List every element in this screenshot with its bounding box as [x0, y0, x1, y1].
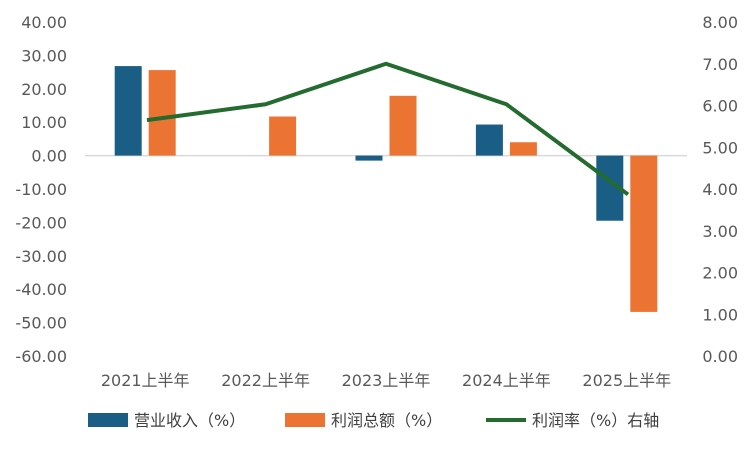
left-tick-label: -10.00 — [15, 180, 67, 199]
left-axis: 40.00 30.00 20.00 10.00 0.00 -10.00 -20.00 -30.… — [15, 13, 67, 366]
revenue-bar — [114, 66, 142, 156]
revenue-bar — [355, 155, 383, 161]
profit-bar — [509, 142, 537, 156]
left-tick-label: -20.00 — [15, 213, 67, 232]
category-label: 2022上半年 — [221, 371, 310, 390]
right-tick-label: 6.00 — [702, 97, 738, 116]
category-label: 2023上半年 — [342, 371, 431, 390]
left-tick-label: 10.00 — [21, 113, 67, 132]
category-label: 2025上半年 — [582, 371, 671, 390]
category-label: 2021上半年 — [101, 371, 190, 390]
left-tick-label: 30.00 — [21, 46, 67, 65]
category-label: 2024上半年 — [462, 371, 551, 390]
bar-series — [114, 66, 658, 312]
legend-label: 利润总额（%） — [331, 411, 442, 430]
right-tick-label: 4.00 — [702, 180, 738, 199]
right-tick-label: 2.00 — [702, 264, 738, 283]
right-tick-label: 7.00 — [702, 55, 738, 74]
profit-bar — [389, 95, 417, 156]
left-tick-label: -30.00 — [15, 247, 67, 266]
right-tick-label: 0.00 — [702, 347, 738, 366]
legend-label: 利润率（%）右轴 — [532, 411, 659, 430]
profit-bar — [269, 116, 297, 156]
left-tick-label: 20.00 — [21, 80, 67, 99]
left-tick-label: 0.00 — [31, 147, 67, 166]
legend-swatch-profit — [285, 413, 325, 427]
legend-swatch-revenue — [88, 413, 128, 427]
left-tick-label: -40.00 — [15, 280, 67, 299]
legend-label: 营业收入（%） — [134, 411, 245, 430]
legend: 营业收入（%） 利润总额（%） 利润率（%）右轴 — [88, 411, 659, 430]
right-axis: 8.00 7.00 6.00 5.00 4.00 3.00 2.00 1.00 0.00 — [702, 13, 738, 366]
profit-rate-line — [146, 61, 630, 197]
left-tick-label: -50.00 — [15, 314, 67, 333]
category-axis: 2021上半年 2022上半年 2023上半年 2024上半年 2025上半年 — [101, 371, 671, 390]
profit-bar — [630, 155, 658, 312]
right-tick-label: 5.00 — [702, 138, 738, 157]
profit-bar — [148, 70, 176, 156]
revenue-bar — [475, 124, 503, 156]
left-tick-label: -60.00 — [15, 347, 67, 366]
right-tick-label: 3.00 — [702, 222, 738, 241]
right-tick-label: 1.00 — [702, 305, 738, 324]
right-tick-label: 8.00 — [702, 13, 738, 32]
left-tick-label: 40.00 — [21, 13, 67, 32]
line-series — [146, 61, 630, 197]
